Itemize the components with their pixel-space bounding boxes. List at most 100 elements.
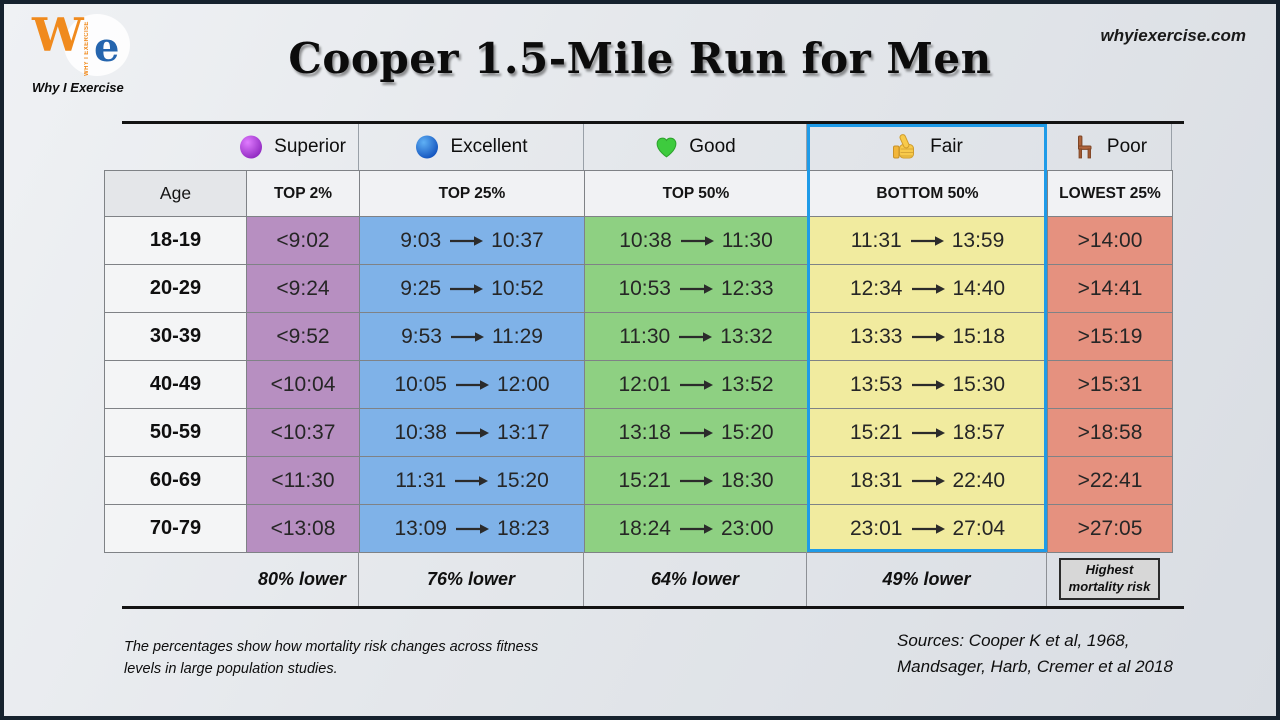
time-cell-excellent: 11:31 15:20: [359, 456, 585, 505]
time-cell-good: 18:24 23:00: [584, 504, 808, 553]
range-to: 13:52: [721, 372, 774, 396]
top-rule: [122, 121, 1184, 124]
range-from: 9:53: [401, 324, 442, 348]
mortality-cell-excellent: 76% lower: [359, 552, 584, 606]
time-range: 10:53 12:33: [618, 277, 773, 301]
time-range: 12:34 14:40: [850, 277, 1005, 301]
range-to: 10:52: [491, 276, 544, 300]
bottom-rule: [122, 606, 1184, 609]
age-cell: 30-39: [104, 312, 247, 361]
time-range: 15:21 18:57: [850, 421, 1005, 445]
range-from: 11:30: [619, 324, 671, 348]
range-from: 10:05: [394, 372, 447, 396]
range-to: 13:17: [497, 420, 550, 444]
time-cell-excellent: 10:05 12:00: [359, 360, 585, 409]
time-cell-poor: >22:41: [1047, 456, 1173, 505]
category-poor: Poor: [1047, 124, 1172, 170]
time-threshold: <10:04: [270, 372, 336, 396]
time-range: 15:21 18:30: [618, 469, 773, 493]
range-from: 15:21: [618, 468, 671, 492]
category-label: Fair: [930, 136, 963, 157]
range-to: 12:00: [497, 372, 550, 396]
arrow-right-icon: [449, 283, 484, 295]
table-row: 60-69 <11:30 11:31 15:20 15:21 18:30 18:31 22:4…: [104, 456, 1173, 505]
range-to: 14:40: [952, 276, 1006, 300]
age-cell: 70-79: [104, 504, 247, 553]
time-cell-good: 15:21 18:30: [584, 456, 808, 505]
time-range: 10:05 12:00: [394, 373, 549, 397]
range-from: 12:34: [849, 276, 903, 300]
range-from: 12:01: [618, 372, 671, 396]
time-range: 11:30 13:32: [619, 325, 773, 349]
category-label: Excellent: [450, 136, 528, 157]
time-cell-excellent: 9:25 10:52: [359, 264, 585, 313]
range-from: 18:31: [849, 468, 903, 492]
time-cell-poor: >15:31: [1047, 360, 1173, 409]
table-row: 50-59 <10:37 10:38 13:17 13:18 15:20 15:21 18:5…: [104, 408, 1173, 457]
logo-caption: Why I Exercise: [32, 80, 124, 95]
subheader-poor: LOWEST 25%: [1047, 170, 1173, 217]
range-to: 10:37: [491, 228, 544, 252]
time-threshold: >18:58: [1077, 420, 1143, 444]
time-cell-superior: <13:08: [246, 504, 360, 553]
table-row: 18-19 <9:02 9:03 10:37 10:38 11:30 11:31 13:59 >…: [104, 216, 1173, 265]
time-cell-good: 10:38 11:30: [584, 216, 808, 265]
time-threshold: >15:31: [1077, 372, 1143, 396]
range-to: 27:04: [952, 516, 1006, 540]
range-from: 10:38: [394, 420, 447, 444]
range-to: 15:30: [952, 372, 1006, 396]
arrow-right-icon: [911, 283, 945, 295]
arrow-right-icon: [911, 523, 945, 535]
time-threshold: <9:02: [276, 228, 330, 252]
range-to: 15:18: [952, 324, 1006, 348]
age-cell: 20-29: [104, 264, 247, 313]
time-range: 11:31 13:59: [851, 229, 1005, 253]
range-from: 9:25: [400, 276, 442, 300]
mortality-cell-poor: Highest mortality risk: [1047, 552, 1172, 606]
mortality-label: 80% lower: [257, 568, 347, 589]
site-url: whyiexercise.com: [1100, 26, 1246, 45]
time-cell-good: 13:18 15:20: [584, 408, 808, 457]
logo-letter-w: W: [32, 8, 84, 62]
table-row: 40-49 <10:04 10:05 12:00 12:01 13:52 13:53 15:3…: [104, 360, 1173, 409]
age-cell: 40-49: [104, 360, 247, 409]
range-to: 18:57: [952, 420, 1006, 444]
time-range: 11:31 15:20: [395, 469, 549, 493]
range-to: 11:30: [721, 228, 773, 252]
thumbs-up-icon: [890, 132, 920, 162]
age-cell: 18-19: [104, 216, 247, 265]
arrow-right-icon: [454, 475, 489, 487]
arrow-right-icon: [679, 283, 713, 295]
time-range: 13:33 15:18: [850, 325, 1005, 349]
subheader-good: TOP 50%: [584, 170, 808, 217]
range-to: 12:33: [721, 276, 774, 300]
sources-line-1: Sources: Cooper K et al, 1968,: [897, 631, 1130, 650]
table-row: 30-39 <9:52 9:53 11:29 11:30 13:32 13:33 15:18 >…: [104, 312, 1173, 361]
time-range: 9:25 10:52: [400, 277, 543, 301]
time-cell-superior: <10:04: [246, 360, 360, 409]
time-threshold: <10:37: [270, 420, 336, 444]
table-row: 20-29 <9:24 9:25 10:52 10:53 12:33 12:34 14:40 >…: [104, 264, 1173, 313]
time-cell-superior: <9:24: [246, 264, 360, 313]
range-from: 23:01: [849, 516, 903, 540]
arrow-right-icon: [911, 475, 945, 487]
range-from: 11:31: [850, 228, 902, 252]
time-cell-fair: 11:31 13:59: [807, 216, 1048, 265]
time-threshold: <13:08: [270, 516, 336, 540]
arrow-right-icon: [455, 379, 489, 391]
time-range: 12:01 13:52: [618, 373, 773, 397]
time-cell-fair: 13:33 15:18: [807, 312, 1048, 361]
time-cell-poor: >27:05: [1047, 504, 1173, 553]
mortality-box-line-2: mortality risk: [1068, 579, 1151, 594]
time-threshold: >14:00: [1077, 228, 1143, 252]
mortality-cell-superior: 80% lower: [104, 552, 359, 606]
highest-mortality-risk-box: Highest mortality risk: [1058, 558, 1161, 600]
time-range: 13:09 18:23: [394, 517, 549, 541]
logo-background-circle: [64, 14, 130, 76]
mortality-label: 76% lower: [426, 568, 516, 589]
time-cell-fair: 13:53 15:30: [807, 360, 1048, 409]
time-cell-superior: <11:30: [246, 456, 360, 505]
time-threshold: <11:30: [271, 468, 335, 492]
time-cell-superior: <10:37: [246, 408, 360, 457]
time-cell-poor: >15:19: [1047, 312, 1173, 361]
